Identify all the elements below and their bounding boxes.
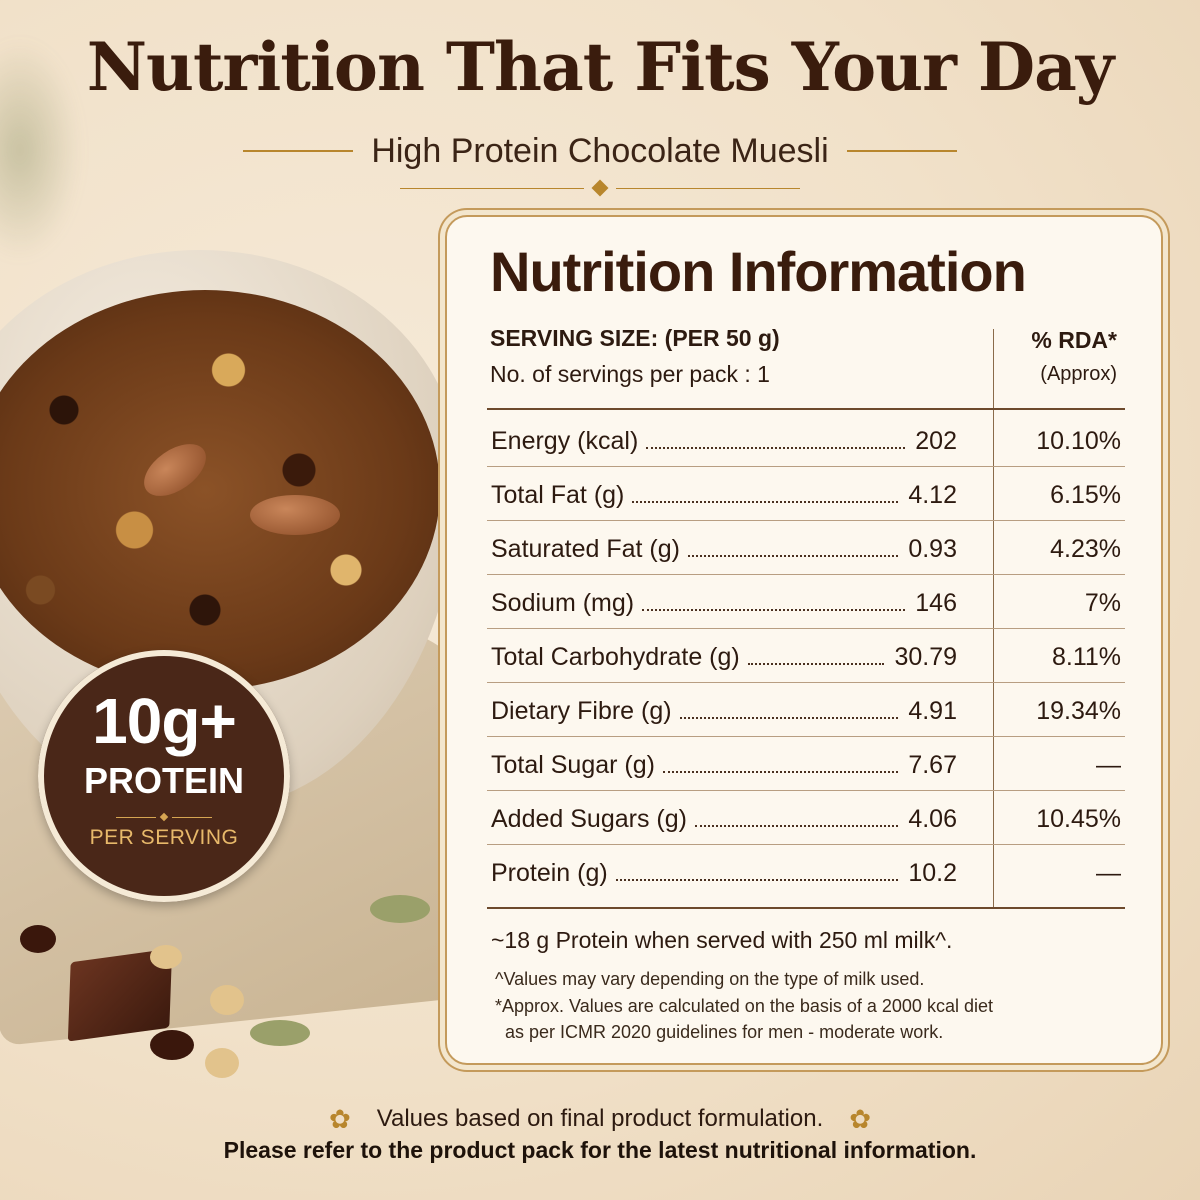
protein-badge: 10g+ PROTEIN PER SERVING (38, 650, 290, 902)
pumpkin-seed-image (250, 1020, 310, 1046)
product-subtitle: High Protein Chocolate Muesli (371, 131, 829, 170)
nutrient-rda: — (1096, 859, 1121, 887)
dot-leader (694, 825, 899, 827)
dot-leader (615, 879, 899, 881)
column-divider (993, 329, 994, 907)
nutrient-rda: 10.10% (1036, 427, 1121, 455)
formulation-note: ✿ Values based on final product formulat… (0, 1102, 1200, 1136)
nutrient-rda: 19.34% (1036, 697, 1121, 725)
raisin-image (150, 1030, 194, 1060)
nutrient-value: 7.67 (908, 751, 957, 779)
rda-header: % RDA* (1031, 327, 1117, 353)
table-row: Total Carbohydrate (g) 30.79 8.11% (487, 629, 1125, 683)
serving-size: SERVING SIZE: (PER 50 g) (490, 325, 780, 351)
nutrient-label: Saturated Fat (g) (491, 535, 680, 563)
muesli-image (0, 290, 440, 690)
nutrient-label: Added Sugars (g) (491, 805, 687, 833)
nutrient-label: Dietary Fibre (g) (491, 697, 672, 725)
diamond-ornament-icon (591, 179, 609, 197)
wheat-icon: ✿ (849, 1103, 872, 1134)
oat-flake-image (150, 945, 182, 969)
oat-flake-image (210, 985, 244, 1015)
nutrient-rda: 10.45% (1036, 805, 1121, 833)
badge-serving-caption: PER SERVING (89, 826, 239, 849)
nutrient-label: Total Fat (g) (491, 481, 625, 509)
nutrition-table: Energy (kcal) 202 10.10% Total Fat (g) 4… (487, 413, 1125, 898)
badge-protein-label: PROTEIN (83, 760, 244, 801)
footnote-rda: *Approx. Values are calculated on the ba… (495, 996, 993, 1016)
badge-protein-amount: 10g+ (92, 685, 237, 757)
headline: Nutrition That Fits Your Day (86, 28, 1115, 106)
panel-title: Nutrition Information (490, 240, 1027, 303)
subtitle-row: High Protein Chocolate Muesli (0, 128, 1200, 174)
badge-divider (116, 812, 212, 822)
almond-image (250, 495, 340, 535)
nutrient-label: Total Carbohydrate (g) (491, 643, 740, 671)
nutrient-rda: 4.23% (1050, 535, 1121, 563)
nutrient-value: 146 (915, 589, 957, 617)
servings-per-pack: No. of servings per pack : 1 (490, 361, 770, 387)
dot-leader (679, 717, 899, 719)
rda-subheader: (Approx) (1040, 363, 1117, 385)
nutrient-value: 202 (915, 427, 957, 455)
nutrient-value: 30.79 (894, 643, 957, 671)
table-row: Dietary Fibre (g) 4.91 19.34% (487, 683, 1125, 737)
nutrient-label: Protein (g) (491, 859, 608, 887)
nutrient-value: 10.2 (908, 859, 957, 887)
footnote-milk: ^Values may vary depending on the type o… (495, 969, 925, 989)
nutrient-value: 4.06 (908, 805, 957, 833)
dot-leader (662, 771, 899, 773)
nutrient-value: 4.91 (908, 697, 957, 725)
nutrient-rda: 7% (1084, 589, 1121, 617)
dot-leader (646, 447, 906, 449)
footer-rule (487, 907, 1125, 909)
nutrient-rda: — (1096, 751, 1121, 779)
table-row: Sodium (mg) 146 7% (487, 575, 1125, 629)
dot-leader (687, 555, 899, 557)
raisin-image (20, 925, 56, 953)
background-leaf (0, 40, 80, 260)
nutrient-value: 0.93 (908, 535, 957, 563)
dot-leader (632, 501, 899, 503)
nutrient-rda: 6.15% (1050, 481, 1121, 509)
diamond-ornament-icon (159, 812, 169, 822)
table-row: Protein (g) 10.2 — (487, 845, 1125, 898)
ornament-divider (400, 178, 800, 198)
header-rule (487, 408, 1125, 410)
oat-flake-image (205, 1048, 239, 1078)
milk-protein-note: ~18 g Protein when served with 250 ml mi… (491, 927, 953, 953)
subtitle-right-rule (846, 150, 957, 152)
nutrition-panel: Nutrition Information SERVING SIZE: (PER… (445, 215, 1163, 1065)
formulation-text: Values based on final product formulatio… (376, 1105, 824, 1132)
wheat-icon: ✿ (328, 1103, 351, 1134)
dot-leader (642, 609, 906, 611)
subtitle-left-rule (243, 150, 354, 152)
table-row: Total Fat (g) 4.12 6.15% (487, 467, 1125, 521)
table-row: Added Sugars (g) 4.06 10.45% (487, 791, 1125, 845)
pumpkin-seed-image (370, 895, 430, 923)
table-row: Total Sugar (g) 7.67 — (487, 737, 1125, 791)
table-row: Energy (kcal) 202 10.10% (487, 413, 1125, 467)
nutrient-label: Sodium (mg) (491, 589, 635, 617)
nutrient-rda: 8.11% (1051, 643, 1121, 671)
nutrient-label: Energy (kcal) (491, 427, 639, 455)
dot-leader (747, 663, 885, 665)
nutrient-label: Total Sugar (g) (491, 751, 655, 779)
pack-reference-note: Please refer to the product pack for the… (223, 1137, 977, 1163)
nutrient-value: 4.12 (908, 481, 957, 509)
table-row: Saturated Fat (g) 0.93 4.23% (487, 521, 1125, 575)
footnote-rda-continued: as per ICMR 2020 guidelines for men - mo… (505, 1022, 944, 1042)
